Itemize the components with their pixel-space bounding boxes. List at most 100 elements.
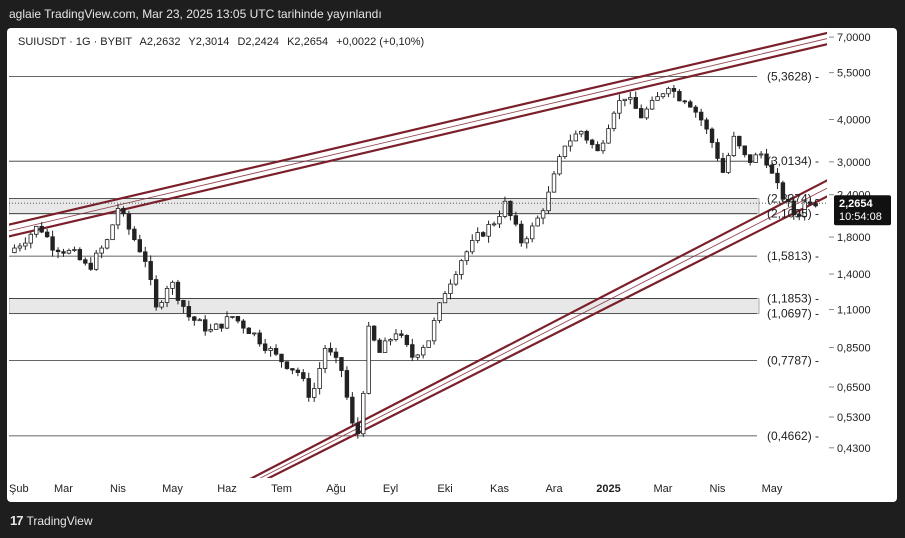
y-tick-label-3: 3,0000 bbox=[837, 157, 871, 169]
candle-body-103 bbox=[573, 133, 578, 142]
x-tick-label-12: Mar bbox=[654, 483, 673, 495]
candle-body-126 bbox=[698, 111, 704, 121]
candle-body-69 bbox=[388, 339, 393, 342]
candle-body-64 bbox=[361, 392, 366, 435]
x-tick-label-2: Nis bbox=[110, 483, 126, 495]
candle-body-125 bbox=[693, 106, 698, 113]
x-tick-label-1: Mar bbox=[54, 483, 73, 495]
y-tick-label-7: 1,1000 bbox=[837, 305, 871, 317]
y-tick-label-10: 0,5300 bbox=[837, 412, 871, 424]
high-value: Y2,3014 bbox=[188, 36, 230, 48]
candle-body-109 bbox=[606, 128, 611, 144]
candle-body-104 bbox=[579, 130, 584, 135]
candle-body-58 bbox=[328, 347, 333, 353]
candle-body-118 bbox=[655, 96, 660, 101]
candle-body-1 bbox=[17, 245, 23, 249]
candle-body-86 bbox=[480, 232, 486, 237]
candle-body-87 bbox=[486, 224, 491, 237]
x-tick-label-6: Ağu bbox=[326, 483, 346, 495]
candle-body-144 bbox=[797, 214, 802, 217]
candle-body-93 bbox=[519, 223, 524, 244]
candle-body-27 bbox=[159, 302, 164, 308]
candle-body-79 bbox=[442, 293, 448, 304]
y-tick-label-6: 1,4000 bbox=[837, 269, 871, 281]
candle-body-136 bbox=[753, 154, 758, 163]
candle-body-38 bbox=[219, 323, 224, 329]
candle-body-90 bbox=[502, 200, 508, 217]
candle-body-134 bbox=[742, 145, 747, 156]
candle-body-30 bbox=[175, 281, 181, 301]
candle-body-128 bbox=[709, 128, 715, 143]
candle-body-54 bbox=[306, 378, 311, 398]
candle-body-25 bbox=[148, 261, 153, 280]
candle-body-97 bbox=[540, 210, 546, 219]
candle-body-29 bbox=[170, 281, 175, 289]
price-chart[interactable]: (5,3628) - (3,0134) - (2,3374) -(2,1095) -… bbox=[7, 28, 897, 502]
x-tick-label-8: Eki bbox=[437, 483, 452, 495]
channel-upper-inner bbox=[9, 43, 827, 238]
candle-body-143 bbox=[791, 200, 796, 215]
candle-body-24 bbox=[143, 251, 148, 262]
candle-body-113 bbox=[628, 97, 633, 100]
candle-body-141 bbox=[780, 182, 786, 200]
candle-body-131 bbox=[726, 155, 731, 173]
candle-body-88 bbox=[491, 223, 497, 226]
x-tick-label-4: Haz bbox=[217, 483, 237, 495]
candle-body-78 bbox=[437, 302, 442, 321]
candle-body-62 bbox=[350, 396, 355, 424]
level-label-5: (1,1853) - bbox=[767, 292, 819, 306]
candle-body-119 bbox=[660, 93, 666, 98]
channel-upper-outer bbox=[9, 31, 827, 226]
footer-bar: 17 TradingView bbox=[0, 502, 905, 538]
candle-body-85 bbox=[475, 232, 480, 241]
candle-body-108 bbox=[600, 142, 606, 152]
candle-body-4 bbox=[34, 225, 39, 235]
candle-body-110 bbox=[611, 112, 617, 129]
y-tick-label-2: 4,0000 bbox=[837, 115, 871, 127]
candle-body-115 bbox=[639, 108, 644, 119]
symbol-label[interactable]: SUIUSDT · 1G · BYBIT bbox=[18, 36, 133, 48]
x-tick-label-3: May bbox=[162, 483, 183, 495]
candle-body-6 bbox=[44, 231, 50, 238]
candle-body-82 bbox=[459, 260, 464, 275]
candle-body-142 bbox=[786, 198, 791, 202]
candle-body-95 bbox=[530, 225, 535, 240]
candle-body-12 bbox=[77, 249, 83, 261]
candle-body-105 bbox=[584, 130, 589, 141]
candle-body-2 bbox=[23, 242, 28, 247]
candle-body-59 bbox=[333, 351, 339, 358]
candle-body-32 bbox=[186, 306, 192, 318]
channel-upper-mid bbox=[9, 38, 827, 232]
level-label-7: (0,7787) - bbox=[767, 353, 819, 367]
chart-panel[interactable]: (5,3628) - (3,0134) - (2,3374) - (2,1095) -… bbox=[7, 28, 897, 502]
zone-1 bbox=[9, 298, 760, 315]
candle-body-10 bbox=[66, 250, 72, 254]
candle-body-8 bbox=[55, 249, 61, 253]
x-tick-label-10: Ara bbox=[545, 483, 563, 495]
candle-body-61 bbox=[344, 370, 350, 398]
candle-body-91 bbox=[508, 200, 513, 217]
candle-body-40 bbox=[230, 316, 235, 318]
candle-body-106 bbox=[589, 139, 595, 145]
tradingview-logo[interactable]: 17 TradingView bbox=[10, 513, 93, 528]
candle-body-5 bbox=[39, 225, 44, 233]
candle-body-138 bbox=[764, 153, 769, 166]
level-label-0: (5,3628) - bbox=[767, 69, 819, 83]
candle-body-16 bbox=[99, 247, 104, 254]
channel-lower-mid bbox=[259, 187, 827, 478]
y-tick-label-5: 1,8000 bbox=[837, 232, 871, 244]
candle-body-0 bbox=[12, 247, 17, 253]
channel-lower-outer bbox=[249, 179, 827, 478]
current-price-badge bbox=[834, 195, 891, 226]
x-tick-label-0: Şub bbox=[9, 483, 29, 495]
level-label-2: (2,3374) - bbox=[767, 192, 819, 206]
candle-body-71 bbox=[399, 333, 404, 336]
candle-body-26 bbox=[153, 279, 159, 308]
candle-body-42 bbox=[241, 320, 246, 329]
candle-body-46 bbox=[262, 343, 268, 351]
change-value: +0,0022 (+0,10%) bbox=[336, 36, 425, 48]
candle-body-147 bbox=[813, 202, 818, 207]
x-tick-label-11: 2025 bbox=[596, 483, 620, 495]
open-value: A2,2632 bbox=[139, 36, 181, 48]
candle-body-83 bbox=[464, 251, 469, 262]
